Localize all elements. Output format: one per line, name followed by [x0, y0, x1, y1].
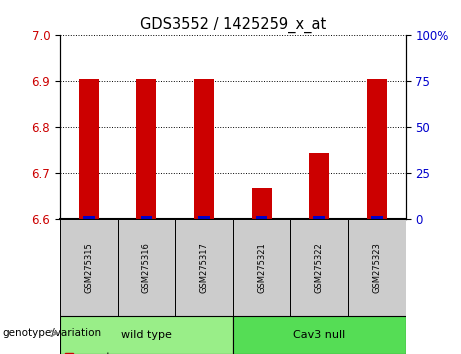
Text: GSM275316: GSM275316	[142, 242, 151, 293]
Bar	[136, 79, 156, 219]
Legend: count, percentile rank within the sample: count, percentile rank within the sample	[65, 352, 258, 354]
Text: wild type: wild type	[121, 330, 172, 340]
Bar	[141, 216, 152, 219]
Text: GSM275315: GSM275315	[84, 242, 93, 293]
Text: GSM275321: GSM275321	[257, 242, 266, 293]
Text: genotype/variation: genotype/variation	[2, 329, 101, 338]
Bar	[367, 79, 387, 219]
Bar	[309, 153, 329, 219]
Bar	[233, 316, 406, 354]
Bar	[252, 188, 272, 219]
Text: Cav3 null: Cav3 null	[293, 330, 345, 340]
Bar	[256, 216, 267, 219]
Bar	[371, 216, 383, 219]
Bar	[313, 216, 325, 219]
Bar	[79, 79, 99, 219]
Title: GDS3552 / 1425259_x_at: GDS3552 / 1425259_x_at	[140, 16, 326, 33]
Text: GSM275323: GSM275323	[372, 242, 381, 293]
Bar	[348, 219, 406, 316]
Bar	[60, 316, 233, 354]
Text: GSM275322: GSM275322	[315, 242, 324, 293]
Bar	[60, 219, 118, 316]
Bar	[233, 219, 290, 316]
Bar	[118, 219, 175, 316]
Bar	[198, 216, 210, 219]
Bar	[290, 219, 348, 316]
Bar	[175, 219, 233, 316]
Text: GSM275317: GSM275317	[200, 242, 208, 293]
Bar	[194, 79, 214, 219]
Bar	[83, 216, 95, 219]
